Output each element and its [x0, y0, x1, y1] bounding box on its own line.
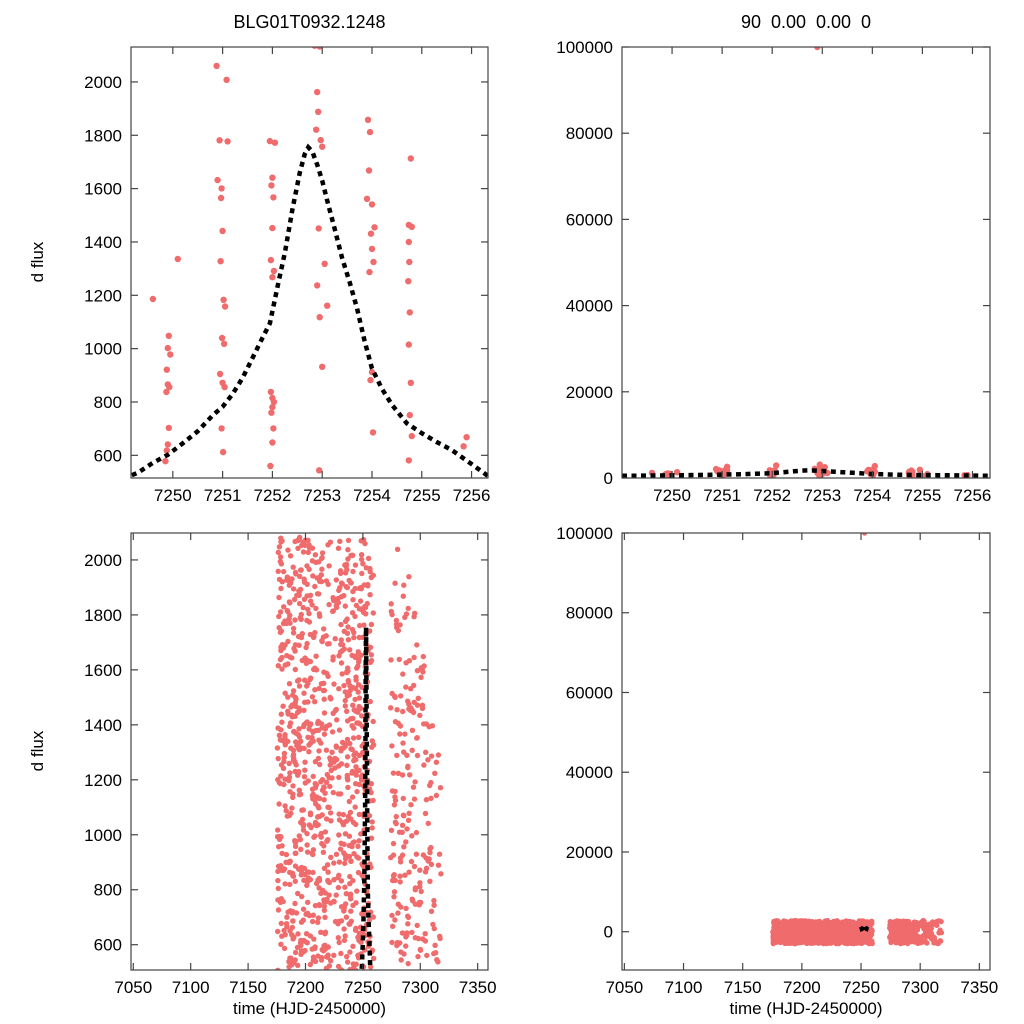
svg-text:0: 0 — [604, 469, 613, 488]
svg-text:1600: 1600 — [84, 661, 122, 680]
panel-title-left: BLG01T0932.1248 — [233, 12, 386, 32]
svg-text:7256: 7256 — [453, 486, 491, 505]
svg-text:1000: 1000 — [84, 340, 122, 359]
svg-text:1200: 1200 — [84, 286, 122, 305]
svg-text:7256: 7256 — [954, 486, 992, 505]
svg-text:7254: 7254 — [853, 486, 891, 505]
svg-text:7252: 7252 — [753, 486, 791, 505]
svg-text:1400: 1400 — [84, 716, 122, 735]
svg-text:600: 600 — [94, 936, 122, 955]
svg-text:7251: 7251 — [703, 486, 741, 505]
x-axis-label-right: time (HJD-2450000) — [729, 999, 883, 1018]
svg-text:2000: 2000 — [84, 73, 122, 92]
svg-text:7250: 7250 — [842, 978, 880, 997]
svg-text:80000: 80000 — [566, 124, 613, 143]
svg-text:7255: 7255 — [403, 486, 441, 505]
svg-text:20000: 20000 — [566, 843, 613, 862]
svg-text:1400: 1400 — [84, 233, 122, 252]
svg-text:7300: 7300 — [401, 978, 439, 997]
svg-text:100000: 100000 — [556, 524, 613, 543]
svg-text:600: 600 — [94, 446, 122, 465]
svg-text:7300: 7300 — [901, 978, 939, 997]
svg-text:80000: 80000 — [566, 604, 613, 623]
svg-text:7253: 7253 — [303, 486, 341, 505]
svg-text:7254: 7254 — [353, 486, 391, 505]
svg-text:800: 800 — [94, 881, 122, 900]
panel-title-right: 90 0.00 0.00 0 — [740, 12, 872, 32]
svg-text:7253: 7253 — [803, 486, 841, 505]
svg-text:7250: 7250 — [154, 486, 192, 505]
svg-text:7100: 7100 — [665, 978, 703, 997]
svg-text:7150: 7150 — [229, 978, 267, 997]
svg-text:7350: 7350 — [960, 978, 998, 997]
svg-text:7250: 7250 — [344, 978, 382, 997]
svg-text:1200: 1200 — [84, 771, 122, 790]
svg-text:1000: 1000 — [84, 826, 122, 845]
svg-text:7255: 7255 — [903, 486, 941, 505]
svg-text:7150: 7150 — [724, 978, 762, 997]
svg-text:7100: 7100 — [172, 978, 210, 997]
svg-text:7252: 7252 — [253, 486, 291, 505]
svg-text:0: 0 — [604, 923, 613, 942]
svg-text:800: 800 — [94, 393, 122, 412]
svg-text:40000: 40000 — [566, 297, 613, 316]
x-axis-label-left: time (HJD-2450000) — [232, 999, 387, 1018]
svg-text:1800: 1800 — [84, 126, 122, 145]
svg-text:7200: 7200 — [783, 978, 821, 997]
svg-text:60000: 60000 — [566, 210, 613, 229]
svg-text:60000: 60000 — [566, 683, 613, 702]
svg-text:7350: 7350 — [459, 978, 497, 997]
svg-text:7050: 7050 — [114, 978, 152, 997]
svg-text:7251: 7251 — [204, 486, 242, 505]
svg-text:1800: 1800 — [84, 606, 122, 625]
svg-text:7200: 7200 — [287, 978, 325, 997]
svg-text:100000: 100000 — [556, 38, 613, 57]
svg-text:2000: 2000 — [84, 551, 122, 570]
svg-text:7250: 7250 — [653, 486, 691, 505]
svg-text:1600: 1600 — [84, 180, 122, 199]
svg-text:40000: 40000 — [566, 763, 613, 782]
svg-text:20000: 20000 — [566, 383, 613, 402]
svg-text:7050: 7050 — [605, 978, 643, 997]
